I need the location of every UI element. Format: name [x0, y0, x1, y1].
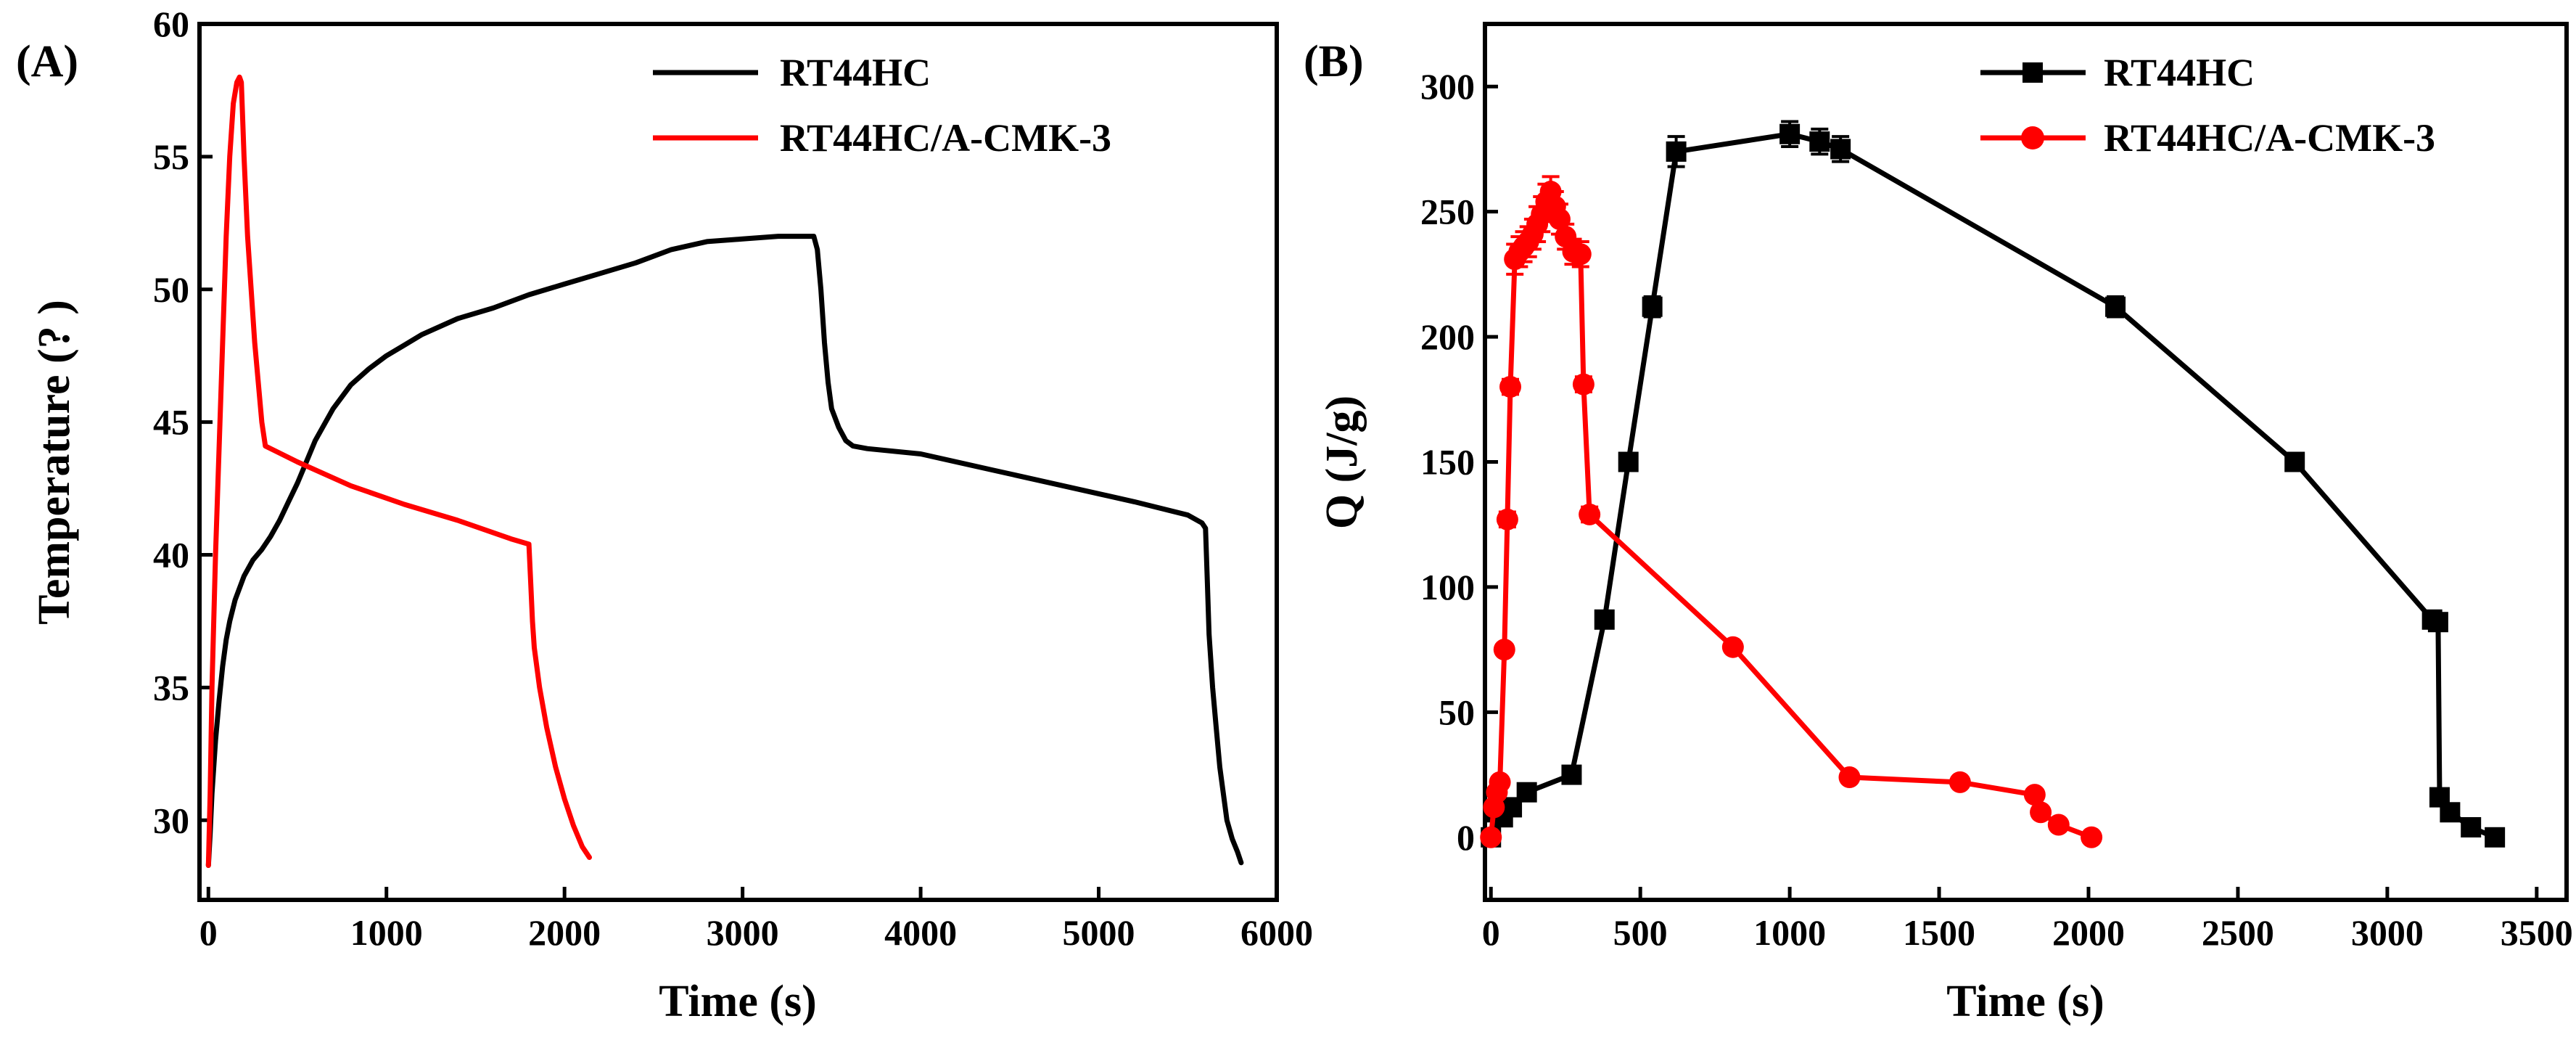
data-point-b-cmk3	[1480, 826, 1502, 848]
panel-a-ytick-label: 60	[153, 4, 189, 44]
panel-a: (A) Time (s) Temperature (? ) 0 1000 2000 3…	[16, 4, 1313, 1026]
panel-b-ytick-label: 200	[1420, 316, 1475, 357]
panel-b-ytick-label: 300	[1420, 66, 1475, 107]
legend-a-cmk3-label: RT44HC/A-CMK-3	[780, 116, 1111, 160]
data-point-b-cmk3	[1493, 639, 1515, 661]
panel-a-ytick-label: 50	[153, 269, 189, 310]
panel-b-xtick-label: 3000	[2351, 912, 2424, 953]
panel-a-xtick-label: 1000	[350, 912, 423, 953]
panel-a-ytick-label: 45	[153, 402, 189, 443]
data-point-b-rt44hc	[1830, 139, 1851, 160]
legend-b-cmk3-marker	[2021, 126, 2044, 149]
data-point-b-rt44hc	[1618, 451, 1639, 472]
data-point-b-rt44hc	[1642, 296, 1663, 317]
panel-b-ytick-label: 50	[1439, 692, 1475, 732]
panel-b-xtick-label: 0	[1482, 912, 1500, 953]
panel-b-ytick-label: 150	[1420, 442, 1475, 483]
panel-a-x-axis-label: Time (s)	[659, 977, 817, 1026]
data-point-b-rt44hc	[2284, 451, 2305, 472]
panel-b-ytick-label: 250	[1420, 192, 1475, 232]
series-line-a-rt44hc	[205, 234, 1244, 868]
legend-b-rt44hc-marker	[2022, 62, 2043, 83]
panel-a-label: (A)	[16, 37, 78, 86]
series-line-b-rt44hc	[1488, 131, 2498, 840]
data-point-b-cmk3	[1496, 508, 1518, 530]
data-point-b-rt44hc	[2461, 816, 2482, 837]
panel-b-ytick-label: 100	[1420, 567, 1475, 607]
data-point-b-cmk3	[1499, 376, 1522, 398]
panel-b-ticks: 0 500 1000 1500 2000 2500 3000 3500 0 50 100 150 200…	[1420, 66, 2573, 953]
panel-b-x-axis-label: Time (s)	[1946, 977, 2104, 1026]
panel-a-ytick-label: 40	[153, 535, 189, 575]
panel-a-xtick-label: 3000	[707, 912, 779, 953]
data-point-b-cmk3	[1572, 373, 1594, 396]
data-point-b-rt44hc	[1779, 123, 1801, 144]
legend-b-rt44hc-label: RT44HC	[2104, 51, 2255, 94]
panel-a-legend: RT44HC RT44HC/A-CMK-3	[653, 51, 1111, 160]
data-point-b-cmk3	[1569, 243, 1592, 266]
data-point-b-rt44hc	[1561, 764, 1582, 785]
panel-b-y-axis-label: Q (J/g)	[1317, 396, 1367, 529]
data-point-b-cmk3	[2081, 826, 2103, 848]
panel-a-xtick-label: 5000	[1063, 912, 1135, 953]
panel-a-ytick-label: 35	[153, 667, 189, 708]
panel-a-xtick-label: 0	[199, 912, 218, 953]
panel-b-xtick-label: 500	[1613, 912, 1668, 953]
data-point-b-cmk3	[1579, 503, 1601, 525]
panel-b-xtick-label: 1500	[1903, 912, 1975, 953]
panel-a-ticks: 0 1000 2000 3000 4000 5000 6000 30 35 40 45 50 55 60	[153, 4, 1313, 953]
panel-b-ytick-label: 0	[1457, 817, 1475, 858]
panel-a-frame	[197, 22, 1279, 902]
panel-a-xtick-label: 4000	[884, 912, 957, 953]
data-point-b-rt44hc	[1594, 609, 1615, 630]
data-point-b-cmk3	[1838, 766, 1861, 789]
legend-b-cmk3-label: RT44HC/A-CMK-3	[2104, 116, 2435, 160]
legend-a-rt44hc-label: RT44HC	[780, 51, 931, 94]
panel-b-xtick-label: 2500	[2202, 912, 2274, 953]
data-point-b-rt44hc	[1666, 141, 1687, 162]
panel-a-y-axis-label: Temperature (? )	[30, 300, 79, 625]
panel-b-xtick-label: 2000	[2052, 912, 2125, 953]
data-point-b-cmk3	[1949, 771, 1971, 793]
data-point-b-cmk3	[1721, 636, 1744, 658]
panel-b-xtick-label: 1000	[1753, 912, 1826, 953]
data-point-b-rt44hc	[2485, 827, 2506, 848]
panel-b: (B) Time (s) Q (J/g) 0 500 1000 1500 2000 250…	[1304, 22, 2573, 1026]
panel-b-xtick-label: 3500	[2501, 912, 2573, 953]
data-point-b-rt44hc	[2105, 296, 2126, 317]
data-point-b-rt44hc	[1516, 782, 1537, 803]
data-point-b-rt44hc	[2440, 802, 2461, 823]
data-point-b-cmk3	[2047, 814, 2070, 836]
panel-a-plot	[205, 74, 1244, 868]
panel-a-xtick-label: 6000	[1240, 912, 1313, 953]
panel-a-ytick-label: 55	[153, 136, 189, 177]
panel-b-label: (B)	[1304, 37, 1364, 86]
data-point-b-cmk3	[1489, 771, 1511, 793]
data-point-b-rt44hc	[2427, 612, 2448, 633]
data-point-b-rt44hc	[1809, 131, 1830, 152]
panel-b-plot	[1480, 120, 2506, 848]
data-point-b-cmk3	[2030, 801, 2052, 824]
panel-a-ytick-label: 30	[153, 800, 189, 840]
series-line-a-cmk3	[205, 74, 592, 868]
data-point-b-cmk3	[2023, 784, 2046, 806]
panel-b-legend: RT44HC RT44HC/A-CMK-3	[1980, 51, 2435, 160]
panel-a-xtick-label: 2000	[528, 912, 601, 953]
